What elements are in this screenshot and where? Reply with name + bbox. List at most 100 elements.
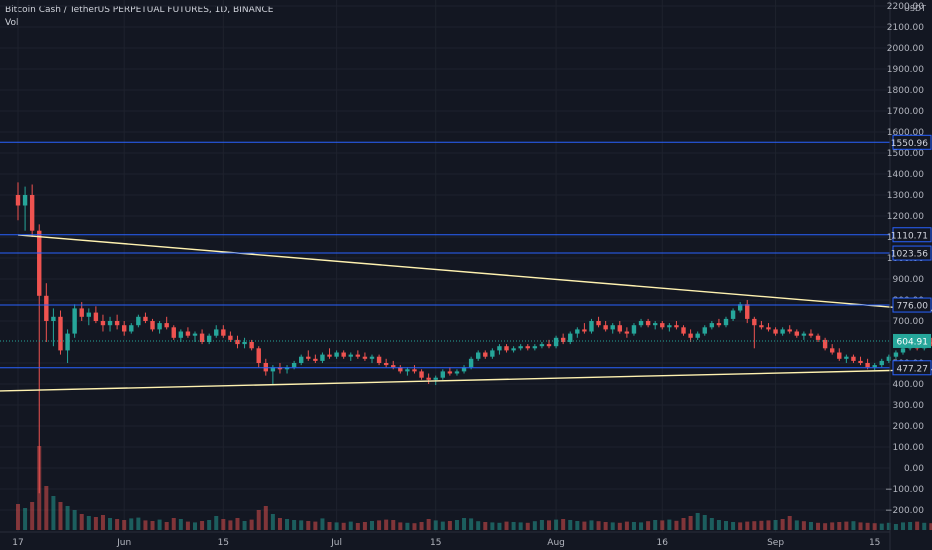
volume-bar xyxy=(79,514,84,530)
volume-bar xyxy=(433,520,438,530)
candle-body xyxy=(306,356,311,359)
volume-bar xyxy=(256,510,261,530)
candle-body xyxy=(221,329,226,336)
volume-bar xyxy=(518,522,523,530)
volume-bar xyxy=(858,522,863,530)
volume-bar xyxy=(561,519,566,530)
candle-body xyxy=(228,335,233,340)
volume-bar xyxy=(759,520,764,530)
volume-bar xyxy=(709,518,714,530)
candle-body xyxy=(15,195,21,206)
candle-body xyxy=(660,323,665,328)
price-tick-label: 1800.00 xyxy=(887,86,924,96)
candle-body xyxy=(879,360,884,366)
volume-bar xyxy=(893,524,898,530)
volume-bar xyxy=(65,506,70,530)
grid xyxy=(0,0,890,532)
volume-bar xyxy=(589,520,594,530)
candles xyxy=(15,182,932,494)
price-tick-label: 1600.00 xyxy=(887,128,924,138)
candle-body xyxy=(808,333,814,336)
volume-bar xyxy=(469,518,474,530)
price-tick-label: −100.00 xyxy=(885,485,924,495)
candle-body xyxy=(405,369,410,372)
time-axis: 17Jun15Jul15Aug16Sep15Oct18Nov15Dec15202… xyxy=(0,531,890,548)
volume-bar xyxy=(865,522,870,530)
candle-body xyxy=(490,350,495,357)
volume-bar xyxy=(695,513,700,530)
level-label-box xyxy=(892,360,932,376)
candle-body xyxy=(497,346,502,351)
volume-bar xyxy=(348,521,353,530)
time-tick-label: 15 xyxy=(869,538,880,548)
candle-body xyxy=(29,195,35,231)
volume-bar xyxy=(185,521,190,530)
current-price-box xyxy=(893,333,931,348)
volume-bar xyxy=(157,519,162,530)
volume-bar xyxy=(277,518,282,530)
candle-body xyxy=(893,352,899,357)
candle-body xyxy=(79,308,84,317)
price-tick-label: 100.00 xyxy=(893,443,925,453)
candle-body xyxy=(674,325,679,328)
level-label-box xyxy=(892,297,932,313)
candle-body xyxy=(150,321,155,330)
currency-label: USDT xyxy=(904,4,926,13)
candle-body xyxy=(65,333,70,351)
volume-bar xyxy=(454,520,459,530)
candle-body xyxy=(383,363,389,366)
volume-bar xyxy=(639,522,644,530)
candle-body xyxy=(900,348,906,353)
volume-bar xyxy=(86,516,91,530)
candle-body xyxy=(766,327,771,330)
volume-bar xyxy=(93,517,98,530)
volume-bar xyxy=(603,522,608,530)
candle-body xyxy=(461,367,467,372)
volume-bar xyxy=(263,506,268,530)
chart-legend: Bitcoin Cash / TetherUS PERPETUAL FUTURE… xyxy=(5,4,273,30)
volume-bar xyxy=(136,517,141,530)
candle-body xyxy=(249,342,254,349)
volume-bar xyxy=(901,522,905,530)
volume-bar xyxy=(108,518,113,530)
candle-body xyxy=(235,339,240,345)
volume-bar xyxy=(270,514,275,530)
volume-bar xyxy=(794,520,799,530)
volume-bar xyxy=(837,522,842,530)
volume-bar xyxy=(681,518,686,530)
candle-body xyxy=(143,316,148,321)
candle-body xyxy=(858,360,863,363)
level-label-box xyxy=(892,245,932,261)
level-label: 1023.56 xyxy=(891,250,928,260)
candle-body xyxy=(86,312,91,317)
candle-body xyxy=(815,335,821,340)
volume-bar xyxy=(228,520,233,530)
volume-bar xyxy=(851,521,856,530)
volume-bar xyxy=(483,522,488,530)
volume-bar xyxy=(511,522,516,530)
candle-body xyxy=(37,230,42,296)
candle-body xyxy=(313,358,318,361)
volume-bar xyxy=(292,520,297,530)
horizontal-levels xyxy=(0,141,890,369)
volume-bar xyxy=(646,521,651,530)
volume-bar xyxy=(497,522,502,530)
candle-body xyxy=(270,367,276,372)
volume-bar xyxy=(44,486,49,530)
candle-body xyxy=(22,195,28,206)
candle-body xyxy=(872,365,877,368)
volume-bar xyxy=(384,519,389,530)
price-tick-label: 900.00 xyxy=(893,275,925,285)
candle-body xyxy=(610,325,615,330)
volume-bar xyxy=(235,518,240,530)
candle-body xyxy=(780,329,785,334)
candle-body xyxy=(865,363,870,368)
volume-bar xyxy=(193,522,197,530)
candle-body xyxy=(667,325,672,328)
candle-body xyxy=(681,327,686,334)
volume-bar xyxy=(915,521,920,530)
candle-body xyxy=(348,354,353,357)
candle-body xyxy=(830,348,835,353)
volume-bar xyxy=(412,523,417,530)
